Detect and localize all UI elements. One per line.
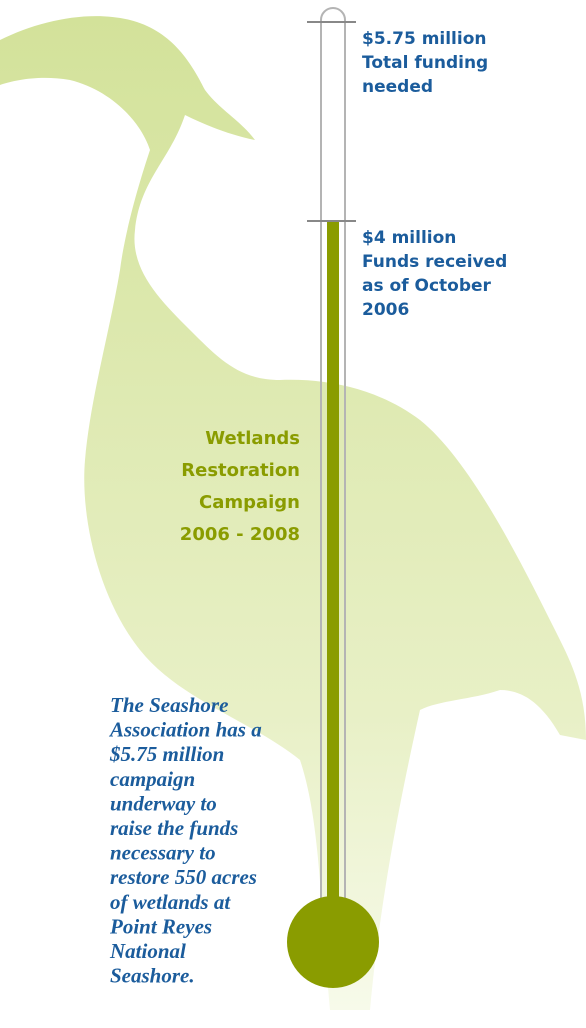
campaign-note: necessary to <box>110 841 216 865</box>
campaign-note: underway to <box>110 791 217 815</box>
bulb <box>287 896 379 988</box>
campaign-note: Seashore. <box>110 964 195 988</box>
campaign-title: 2006 - 2008 <box>180 524 300 545</box>
campaign-note: Point Reyes <box>109 914 212 938</box>
campaign-note: of wetlands at <box>110 890 231 914</box>
level-caption: Total funding <box>362 53 488 73</box>
campaign-title: Wetlands <box>205 428 300 449</box>
level-caption: needed <box>362 77 433 97</box>
heron-silhouette <box>0 16 586 1010</box>
campaign-note: raise the funds <box>110 816 238 840</box>
campaign-note: $5.75 million <box>109 742 224 766</box>
level-caption: Funds received <box>362 252 507 272</box>
campaign-title: Campaign <box>199 492 300 513</box>
campaign-note: Association has a <box>108 718 262 742</box>
campaign-note: The Seashore <box>110 693 228 717</box>
fill-column <box>327 221 339 901</box>
campaign-note: National <box>109 939 186 963</box>
level-label: $5.75 million <box>362 29 487 49</box>
tube <box>320 7 346 900</box>
campaign-note: restore 550 acres <box>110 865 257 889</box>
level-caption: 2006 <box>362 300 409 320</box>
campaign-note: campaign <box>110 767 195 791</box>
campaign-title: Restoration <box>181 460 300 481</box>
level-label: $4 million <box>362 228 456 248</box>
level-caption: as of October <box>362 276 492 296</box>
